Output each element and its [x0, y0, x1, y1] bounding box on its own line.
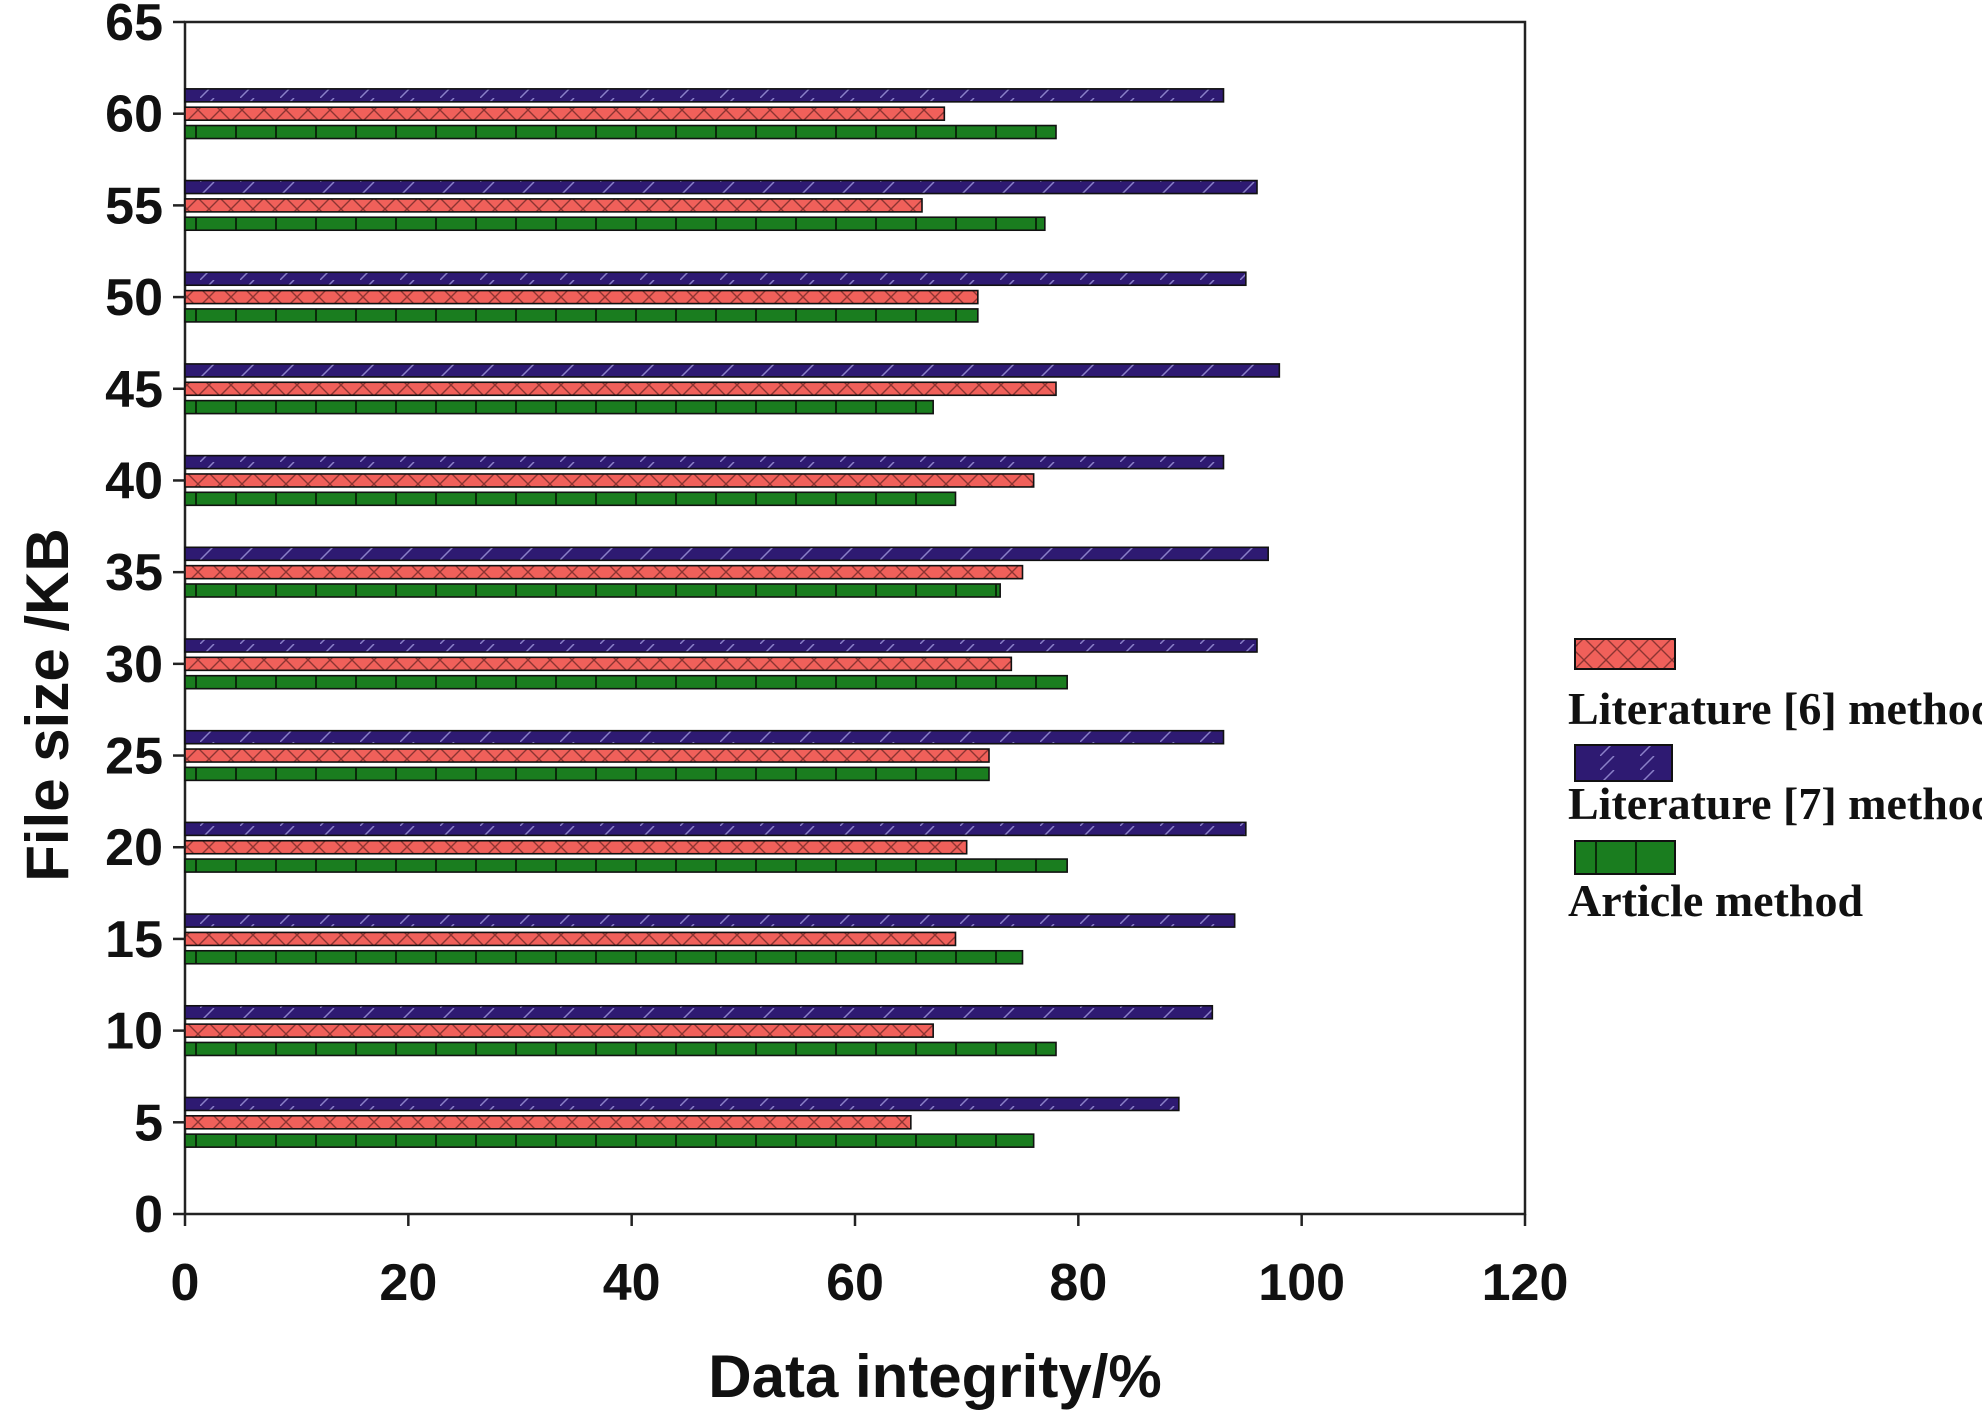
bar-literature-6-45kb: [184, 381, 1057, 397]
bar-literature-6-15kb: [184, 931, 957, 947]
y-tick-label: 40: [105, 452, 163, 510]
bar-article-15kb: [184, 949, 1024, 965]
legend-swatch-literature-6: [1574, 638, 1676, 670]
bar-article-30kb: [184, 674, 1068, 690]
y-tick-label: 5: [134, 1094, 163, 1152]
y-tick-label: 25: [105, 728, 163, 786]
x-tick-label: 20: [379, 1254, 437, 1312]
x-tick-label: 120: [1482, 1254, 1569, 1312]
y-tick-label: 10: [105, 1003, 163, 1061]
bar-article-45kb: [184, 399, 934, 415]
x-tick-label: 0: [171, 1254, 200, 1312]
y-tick-label: 15: [105, 911, 163, 969]
legend-label-literature-7: Literature [7] method: [1568, 778, 1982, 829]
bar-literature-7-25kb: [184, 729, 1225, 745]
bar-literature-6-20kb: [184, 839, 968, 855]
bar-literature-6-25kb: [184, 748, 990, 763]
x-tick-label: 40: [603, 1254, 661, 1312]
y-tick-label: 20: [105, 819, 163, 877]
bar-literature-7-50kb: [184, 271, 1247, 287]
bar-article-20kb: [184, 858, 1068, 873]
y-tick-label: 45: [105, 361, 163, 419]
bar-article-50kb: [184, 308, 979, 323]
bar-literature-7-10kb: [184, 1004, 1214, 1020]
x-axis-title: Data integrity/%: [708, 1343, 1161, 1410]
bar-article-35kb: [184, 583, 1001, 598]
bar-literature-6-60kb: [184, 106, 946, 121]
bars-layer: [184, 88, 1281, 1148]
y-axis-title: File size /KB: [14, 528, 81, 881]
y-tick-label: 35: [105, 544, 163, 602]
y-tick-label: 50: [105, 269, 163, 327]
bar-literature-6-50kb: [184, 289, 979, 305]
bar-literature-7-55kb: [184, 179, 1258, 195]
bar-article-10kb: [184, 1041, 1057, 1057]
legend-label-article: Article method: [1568, 875, 1863, 926]
bar-literature-6-10kb: [184, 1023, 934, 1038]
legend: Literature [6] method Literature [7] met…: [1568, 638, 1982, 926]
bar-literature-6-5kb: [184, 1115, 912, 1130]
x-tick-label: 100: [1258, 1254, 1345, 1312]
legend-label-literature-6: Literature [6] method: [1568, 683, 1982, 734]
bar-article-55kb: [184, 216, 1046, 232]
bar-literature-7-40kb: [184, 454, 1225, 470]
y-tick-label: 30: [105, 636, 163, 694]
bar-literature-7-60kb: [184, 88, 1225, 103]
y-tick-label: 55: [105, 177, 163, 235]
bar-literature-7-5kb: [184, 1096, 1180, 1112]
bar-article-60kb: [184, 124, 1057, 140]
bar-article-25kb: [184, 766, 990, 782]
bar-literature-7-15kb: [184, 913, 1236, 928]
bar-literature-6-30kb: [184, 656, 1013, 672]
bar-literature-6-35kb: [184, 564, 1024, 580]
x-tick-label: 80: [1049, 1254, 1107, 1312]
bar-literature-6-40kb: [184, 473, 1035, 488]
y-tick-label: 60: [105, 86, 163, 144]
y-tick-label: 0: [134, 1186, 163, 1244]
y-tick-label: 65: [105, 0, 163, 52]
bar-literature-7-35kb: [184, 546, 1269, 562]
x-axis: 0 20 40 60 80 100 120: [171, 1214, 1569, 1312]
bar-literature-7-30kb: [184, 638, 1258, 653]
legend-swatch-article: [1574, 840, 1676, 875]
bar-literature-6-55kb: [184, 198, 923, 213]
x-tick-label: 60: [826, 1254, 884, 1312]
bar-article-5kb: [184, 1133, 1035, 1148]
bar-article-40kb: [184, 491, 957, 507]
bar-literature-7-45kb: [184, 363, 1281, 378]
legend-swatch-literature-7: [1574, 744, 1673, 782]
bar-literature-7-20kb: [184, 821, 1247, 837]
y-axis: 0 5 10 15 20 25 30 35 40 45 50 55 60 65: [105, 0, 185, 1244]
